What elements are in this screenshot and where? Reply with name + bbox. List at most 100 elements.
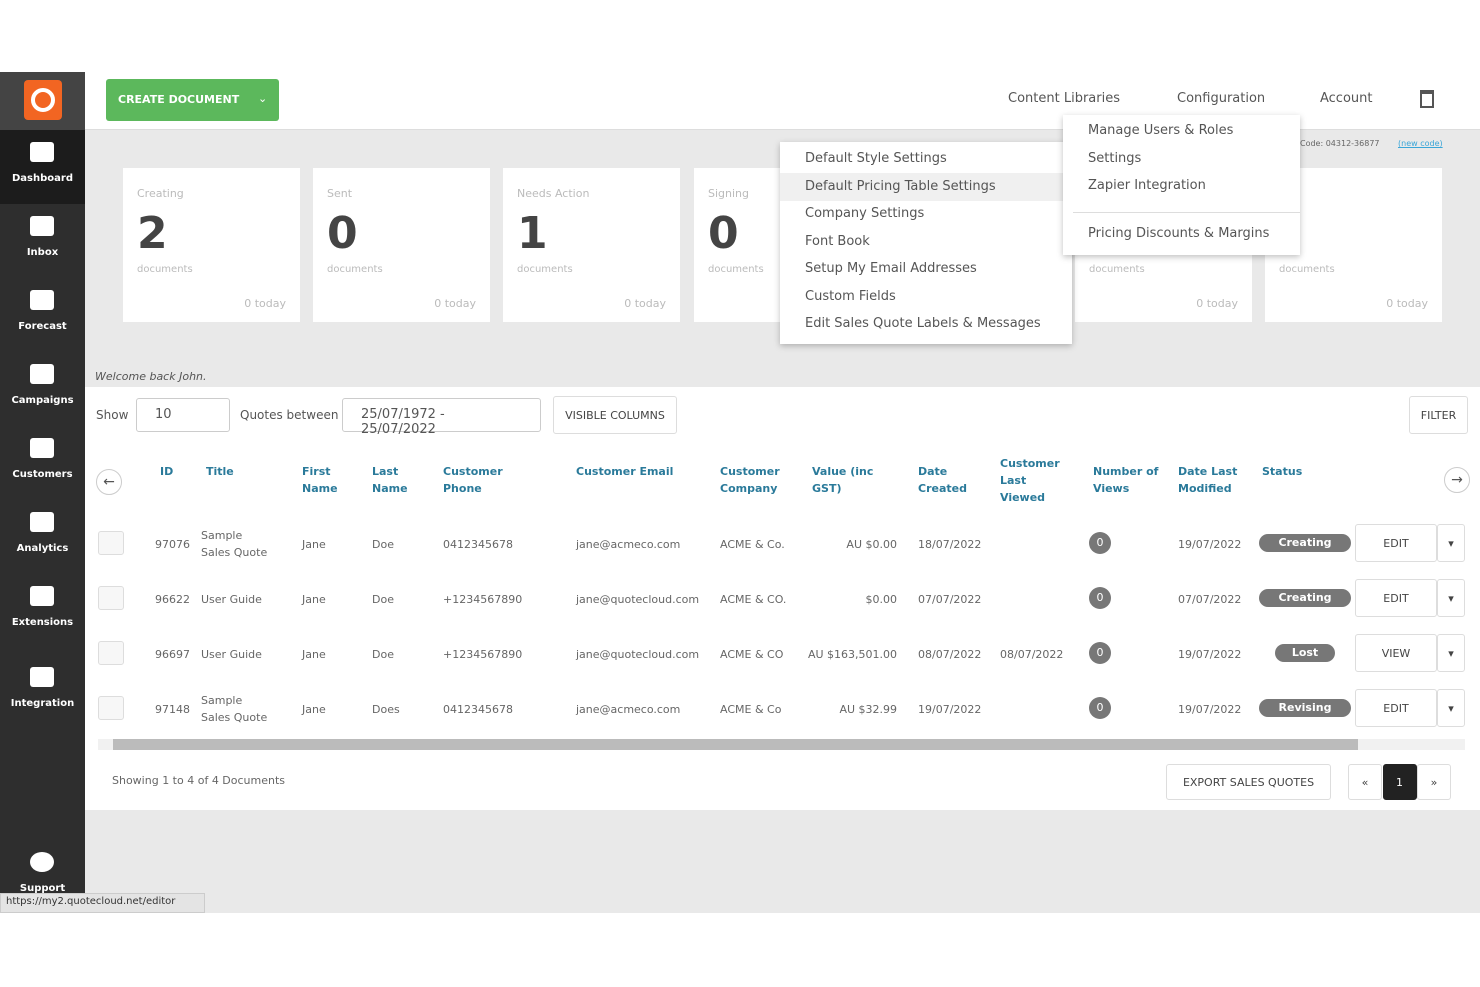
menu-item[interactable]: Pricing Discounts & Margins xyxy=(1088,226,1270,241)
content-menu: Default Style Settings Default Pricing Ta… xyxy=(780,142,1072,344)
cell: 18/07/2022 xyxy=(918,538,982,551)
nav-label[interactable]: Dashboard xyxy=(12,173,73,184)
action-button[interactable]: EDIT xyxy=(1355,689,1437,727)
cell: Jane xyxy=(302,538,326,551)
column-header[interactable]: Customer Phone xyxy=(443,465,503,495)
action-caret[interactable]: ▾ xyxy=(1437,524,1465,562)
column-header[interactable]: ID xyxy=(160,465,174,478)
cell: Does xyxy=(372,703,400,716)
nav-label[interactable]: Extensions xyxy=(11,617,74,628)
cell: 97148 xyxy=(155,703,190,716)
cell: +1234567890 xyxy=(443,593,523,606)
create-button[interactable]: CREATE DOCUMENT xyxy=(106,79,279,121)
nav-icon xyxy=(30,438,54,458)
action-caret[interactable]: ▾ xyxy=(1437,579,1465,617)
menu-item[interactable]: Custom Fields xyxy=(805,288,896,304)
nav-label[interactable]: Campaigns xyxy=(11,395,74,406)
scroll-thumb[interactable] xyxy=(113,739,1358,750)
action-caret[interactable]: ▾ xyxy=(1437,634,1465,672)
cell: AU $0.00 xyxy=(846,538,897,551)
filter[interactable]: FILTER xyxy=(1409,396,1468,434)
column-header[interactable]: Number of Views xyxy=(1093,465,1159,495)
cell: User Guide xyxy=(201,593,262,606)
stat-card[interactable]: Creating 2 documents 0 today xyxy=(123,168,300,322)
visible-columns[interactable]: VISIBLE COLUMNS xyxy=(553,396,677,434)
column-header[interactable]: Customer Email xyxy=(576,465,674,478)
cell: AU $163,501.00 xyxy=(807,648,897,661)
nav-menu[interactable]: Configuration xyxy=(1177,91,1266,106)
checkbox[interactable] xyxy=(98,696,124,720)
card-unit: documents xyxy=(1279,264,1335,275)
menu-item[interactable]: Company Settings xyxy=(805,206,925,221)
column-header[interactable]: First Name xyxy=(302,465,338,495)
menu-item[interactable]: Setup My Email Addresses xyxy=(805,261,977,276)
logo[interactable] xyxy=(24,80,62,120)
nav-label[interactable]: Analytics xyxy=(16,543,69,554)
nav-menu[interactable]: Account xyxy=(1320,91,1373,106)
column-header[interactable]: Last Name xyxy=(372,465,408,495)
nav-label[interactable]: Support xyxy=(19,883,66,894)
column-header[interactable]: Date Last Modified xyxy=(1178,465,1238,495)
action-button[interactable]: VIEW xyxy=(1355,634,1437,672)
card-today: 0 today xyxy=(1386,297,1428,310)
nav-label[interactable]: Integration xyxy=(10,698,75,709)
menu-item[interactable]: Edit Sales Quote Labels & Messages xyxy=(805,316,1041,331)
cell: ACME & CO xyxy=(720,648,784,661)
scroll-left[interactable]: ← xyxy=(96,469,122,495)
column-header[interactable]: Value (inc GST) xyxy=(812,465,874,495)
pagination[interactable]: 1 xyxy=(1382,764,1417,800)
cell: Doe xyxy=(372,538,394,551)
cell: 0412345678 xyxy=(443,538,513,551)
cell: 96697 xyxy=(155,648,190,661)
logo-area xyxy=(0,72,85,130)
pagination[interactable]: « xyxy=(1348,764,1382,800)
card-unit: documents xyxy=(327,264,383,275)
card-today: 0 today xyxy=(1196,297,1238,310)
card-label: Creating xyxy=(137,187,184,200)
menu-item[interactable]: Default Style Settings xyxy=(805,151,947,166)
column-header[interactable]: Date Created xyxy=(918,465,967,495)
cell: ACME & Co. xyxy=(720,538,785,551)
nav-label[interactable]: Forecast xyxy=(18,321,67,332)
date-range[interactable]: 25/07/1972 - 25/07/2022 xyxy=(342,398,541,437)
scroll-right[interactable]: → xyxy=(1444,467,1470,493)
cell: Jane xyxy=(302,703,326,716)
column-header[interactable]: Title xyxy=(206,465,234,478)
trash-icon[interactable] xyxy=(1420,90,1434,108)
nav-label[interactable]: Customers xyxy=(12,469,73,480)
pagination[interactable]: » xyxy=(1417,764,1451,800)
page-size[interactable]: 10 xyxy=(136,398,230,432)
action-caret[interactable]: ▾ xyxy=(1437,689,1465,727)
action-button[interactable]: EDIT xyxy=(1355,579,1437,617)
menu-item[interactable]: Font Book xyxy=(805,233,870,249)
menu-item[interactable]: Manage Users & Roles xyxy=(1088,123,1234,138)
column-header[interactable]: Customer Company xyxy=(720,465,780,495)
nav-icon xyxy=(30,512,54,532)
cell: 97076 xyxy=(155,538,190,551)
nav-icon xyxy=(30,364,54,384)
stat-card[interactable]: Needs Action 1 documents 0 today xyxy=(503,168,680,322)
cell: Jane xyxy=(302,593,326,606)
show-label: Show xyxy=(96,408,129,422)
stat-card[interactable]: Sent 0 documents 0 today xyxy=(313,168,490,322)
column-header[interactable]: Customer Last Viewed xyxy=(1000,457,1060,504)
code-link[interactable]: (new code) xyxy=(1398,139,1443,148)
nav-icon xyxy=(30,852,54,872)
menu-item[interactable]: Default Pricing Table Settings xyxy=(805,178,996,194)
nav-label[interactable]: Inbox xyxy=(26,247,59,258)
checkbox[interactable] xyxy=(98,531,124,555)
cell: 08/07/2022 xyxy=(918,648,982,661)
cell: 19/07/2022 xyxy=(1178,648,1242,661)
logo-mark xyxy=(31,88,55,112)
nav-icon xyxy=(30,290,54,310)
checkbox[interactable] xyxy=(98,641,124,665)
cell: Doe xyxy=(372,648,394,661)
card-count: 0 xyxy=(327,208,358,259)
export-button[interactable]: EXPORT SALES QUOTES xyxy=(1166,764,1331,800)
column-header[interactable]: Status xyxy=(1262,465,1303,478)
action-button[interactable]: EDIT xyxy=(1355,524,1437,562)
menu-item[interactable]: Zapier Integration xyxy=(1088,178,1206,193)
checkbox[interactable] xyxy=(98,586,124,610)
menu-item[interactable]: Settings xyxy=(1088,151,1142,166)
nav-menu[interactable]: Content Libraries xyxy=(1008,91,1120,106)
